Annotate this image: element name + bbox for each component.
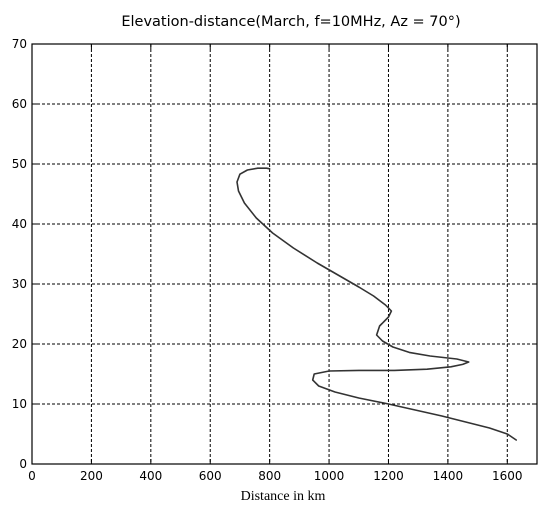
x-tick-label: 0 xyxy=(28,469,36,483)
x-tick-label: 1600 xyxy=(492,469,523,483)
x-tick-label: 200 xyxy=(80,469,103,483)
x-tick-label: 1400 xyxy=(433,469,464,483)
x-tick-label: 800 xyxy=(258,469,281,483)
x-axis-label: Distance in km xyxy=(241,489,326,504)
y-tick-label: 10 xyxy=(12,397,27,411)
y-tick-label: 50 xyxy=(12,157,27,171)
grid-lines xyxy=(32,44,537,464)
x-tick-label: 400 xyxy=(139,469,162,483)
y-tick-label: 20 xyxy=(12,337,27,351)
axis-ticks xyxy=(31,43,537,465)
y-tick-label: 30 xyxy=(12,277,27,291)
plot-area-frame xyxy=(31,43,538,465)
x-tick-labels: 0 200 400 600 800 1000 1200 1400 1600 xyxy=(28,469,522,483)
x-tick-label: 1200 xyxy=(373,469,404,483)
elevation-distance-curve xyxy=(236,167,517,441)
y-tick-label: 70 xyxy=(12,37,27,51)
x-tick-label: 600 xyxy=(199,469,222,483)
y-tick-label: 40 xyxy=(12,217,27,231)
chart-title: Elevation-distance(March, f=10MHz, Az = … xyxy=(121,14,460,30)
x-tick-label: 1000 xyxy=(314,469,345,483)
y-tick-label: 0 xyxy=(19,457,27,471)
y-tick-label: 60 xyxy=(12,97,27,111)
y-tick-labels: 0 10 20 30 40 50 60 70 xyxy=(12,37,27,471)
